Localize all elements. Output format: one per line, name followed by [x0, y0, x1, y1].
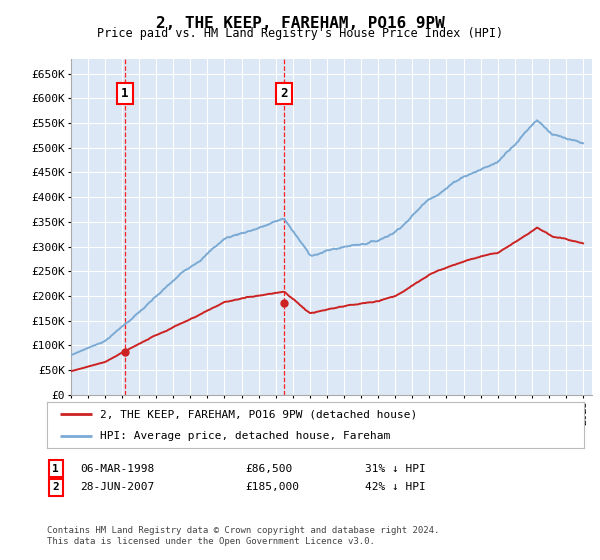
Text: 2: 2: [280, 87, 288, 100]
Text: 31% ↓ HPI: 31% ↓ HPI: [365, 464, 425, 474]
Text: Contains HM Land Registry data © Crown copyright and database right 2024.
This d: Contains HM Land Registry data © Crown c…: [47, 526, 439, 546]
Text: 06-MAR-1998: 06-MAR-1998: [80, 464, 154, 474]
Text: 2, THE KEEP, FAREHAM, PO16 9PW: 2, THE KEEP, FAREHAM, PO16 9PW: [155, 16, 445, 31]
Text: 28-JUN-2007: 28-JUN-2007: [80, 482, 154, 492]
Text: Price paid vs. HM Land Registry's House Price Index (HPI): Price paid vs. HM Land Registry's House …: [97, 27, 503, 40]
Text: 2: 2: [52, 482, 59, 492]
Text: 2, THE KEEP, FAREHAM, PO16 9PW (detached house): 2, THE KEEP, FAREHAM, PO16 9PW (detached…: [101, 409, 418, 419]
Text: £185,000: £185,000: [245, 482, 299, 492]
Text: 1: 1: [52, 464, 59, 474]
Text: 1: 1: [121, 87, 129, 100]
Text: £86,500: £86,500: [245, 464, 292, 474]
Text: HPI: Average price, detached house, Fareham: HPI: Average price, detached house, Fare…: [101, 431, 391, 441]
Text: 42% ↓ HPI: 42% ↓ HPI: [365, 482, 425, 492]
